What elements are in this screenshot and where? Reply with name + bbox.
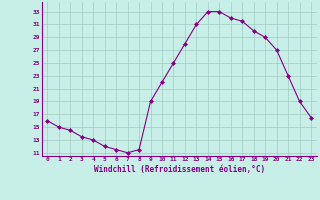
X-axis label: Windchill (Refroidissement éolien,°C): Windchill (Refroidissement éolien,°C)	[94, 165, 265, 174]
